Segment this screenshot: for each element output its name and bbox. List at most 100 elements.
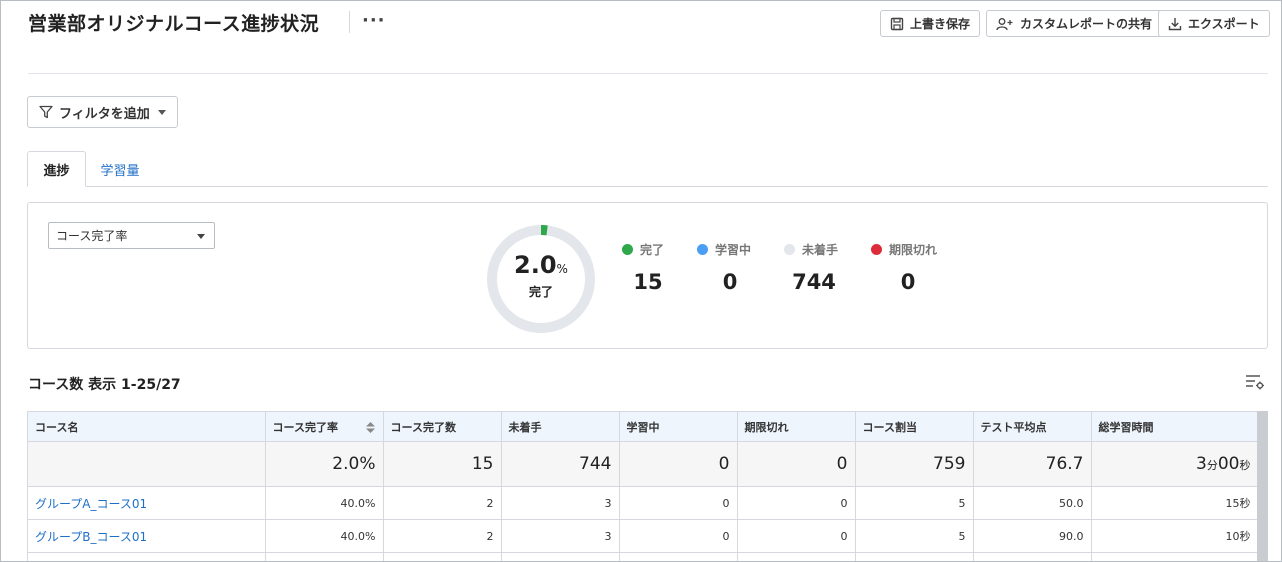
col-header-test-average[interactable]: テスト平均点 (973, 411, 1092, 442)
total-name-cell (28, 441, 266, 487)
chevron-down-icon (157, 109, 166, 115)
course-table: コース名 コース完了率 コース完了数 未着手 学習中 期限切れ コース割当 テス… (27, 411, 1268, 561)
total-in-progress: 0 (619, 441, 738, 487)
donut-label: 完了 (528, 285, 553, 299)
course-name-link[interactable]: グループB_コース01 (28, 519, 266, 553)
total-assigned: 759 (855, 441, 974, 487)
expired-cell: 0 (737, 486, 856, 520)
more-options-button[interactable]: ··· (362, 10, 386, 31)
not-started-cell: 3 (501, 519, 620, 553)
sort-icon[interactable] (365, 422, 375, 433)
status-dot (784, 244, 795, 255)
col-header-assigned[interactable]: コース割当 (855, 411, 974, 442)
add-filter-button[interactable]: フィルタを追加 (27, 96, 178, 128)
total-study-time-sec-unit: 秒 (1239, 459, 1251, 472)
study-time-cell: 15秒 (1091, 486, 1259, 520)
total-completed-count: 15 (383, 441, 502, 487)
tab-progress[interactable]: 進捗 (27, 151, 86, 187)
stat-in-progress: 学習中 0 (697, 241, 763, 294)
donut-percent-value: 2.0 (514, 251, 557, 279)
header-divider (28, 73, 1268, 74)
column-settings-icon[interactable] (1245, 373, 1265, 391)
donut-percent-unit: % (556, 262, 568, 276)
completion-donut-chart (487, 225, 595, 333)
table-total-row: 2.0% 15 744 0 0 759 76.7 3分00秒 (28, 441, 1259, 487)
stat-completed-value: 15 (633, 270, 663, 294)
completed-count-cell: 2 (383, 519, 502, 553)
title-divider (349, 11, 350, 33)
table-cell (855, 552, 974, 561)
col-header-course-name[interactable]: コース名 (28, 411, 266, 442)
progress-summary-card: コース完了率 2.0% 完了 完了 15 学習中 0 未着手 744 期限切れ … (27, 202, 1268, 349)
total-completion-rate: 2.0% (265, 441, 384, 487)
table-row (28, 552, 1259, 561)
completed-count-cell: 2 (383, 486, 502, 520)
table-cell (383, 552, 502, 561)
expired-cell: 0 (737, 519, 856, 553)
in-progress-cell: 0 (619, 486, 738, 520)
col-header-in-progress[interactable]: 学習中 (619, 411, 738, 442)
in-progress-cell: 0 (619, 519, 738, 553)
total-test-average: 76.7 (973, 441, 1092, 487)
donut-track (487, 225, 595, 333)
completion-rate-cell: 40.0% (265, 486, 384, 520)
page-title: 営業部オリジナルコース進捗状況 (28, 13, 320, 35)
metric-select[interactable]: コース完了率 (48, 222, 215, 249)
col-header-completion-rate[interactable]: コース完了率 (265, 411, 384, 442)
stat-not-started: 未着手 744 (784, 241, 844, 294)
chevron-down-icon (197, 234, 205, 239)
total-study-time: 3分00秒 (1091, 441, 1259, 487)
total-study-time-sec: 00 (1217, 454, 1240, 474)
filter-icon (39, 105, 53, 119)
stat-completed: 完了 15 (622, 241, 674, 294)
add-filter-label: フィルタを追加 (59, 106, 150, 122)
stat-in-progress-label: 学習中 (715, 243, 752, 257)
total-expired: 0 (737, 441, 856, 487)
tab-learning-volume[interactable]: 学習量 (100, 163, 140, 179)
stat-expired: 期限切れ 0 (871, 241, 945, 294)
metric-select-value: コース完了率 (56, 229, 128, 243)
col-header-not-started[interactable]: 未着手 (501, 411, 620, 442)
course-count-label: コース数 表示 1-25/27 (28, 377, 181, 393)
table-cell (973, 552, 1092, 561)
col-header-expired[interactable]: 期限切れ (737, 411, 856, 442)
col-header-completed-count[interactable]: コース完了数 (383, 411, 502, 442)
export-button[interactable]: エクスポート (1158, 10, 1270, 37)
total-not-started: 744 (501, 441, 620, 487)
table-cell (619, 552, 738, 561)
table-header-row: コース名 コース完了率 コース完了数 未着手 学習中 期限切れ コース割当 テス… (28, 411, 1259, 442)
overwrite-save-button[interactable]: 上書き保存 (880, 10, 981, 37)
tab-divider (27, 186, 1268, 187)
assigned-cell: 5 (855, 486, 974, 520)
course-name-link[interactable]: グループA_コース01 (28, 486, 266, 520)
study-time-cell: 10秒 (1091, 519, 1259, 553)
col-header-completion-rate-label: コース完了率 (272, 420, 338, 434)
share-custom-report-label: カスタムレポートの共有 (1020, 17, 1153, 31)
completion-rate-cell: 40.0% (265, 519, 384, 553)
table-row: グループB_コース01 40.0% 2 3 0 0 5 90.0 10秒 (28, 519, 1259, 553)
stat-completed-label: 完了 (640, 243, 665, 257)
table-cell (737, 552, 856, 561)
col-header-total-study-time[interactable]: 総学習時間 (1091, 411, 1259, 442)
not-started-cell: 3 (501, 486, 620, 520)
test-average-cell: 90.0 (973, 519, 1092, 553)
save-icon (890, 17, 904, 30)
table-cell (265, 552, 384, 561)
total-study-time-min: 3 (1196, 454, 1207, 474)
course-name-link[interactable] (28, 552, 266, 561)
status-dot (622, 244, 633, 255)
table-scrollbar[interactable] (1257, 411, 1268, 561)
share-custom-report-button[interactable]: カスタムレポートの共有 (986, 10, 1163, 37)
status-dot (697, 244, 708, 255)
stat-expired-label: 期限切れ (889, 243, 938, 257)
table-cell (1091, 552, 1259, 561)
status-dot (871, 244, 882, 255)
donut-completed-arc (487, 225, 595, 333)
overwrite-save-label: 上書き保存 (910, 17, 971, 31)
test-average-cell: 50.0 (973, 486, 1092, 520)
table-cell (501, 552, 620, 561)
stat-expired-value: 0 (900, 270, 916, 294)
total-study-time-min-unit: 分 (1206, 459, 1218, 472)
export-label: エクスポート (1188, 17, 1260, 31)
